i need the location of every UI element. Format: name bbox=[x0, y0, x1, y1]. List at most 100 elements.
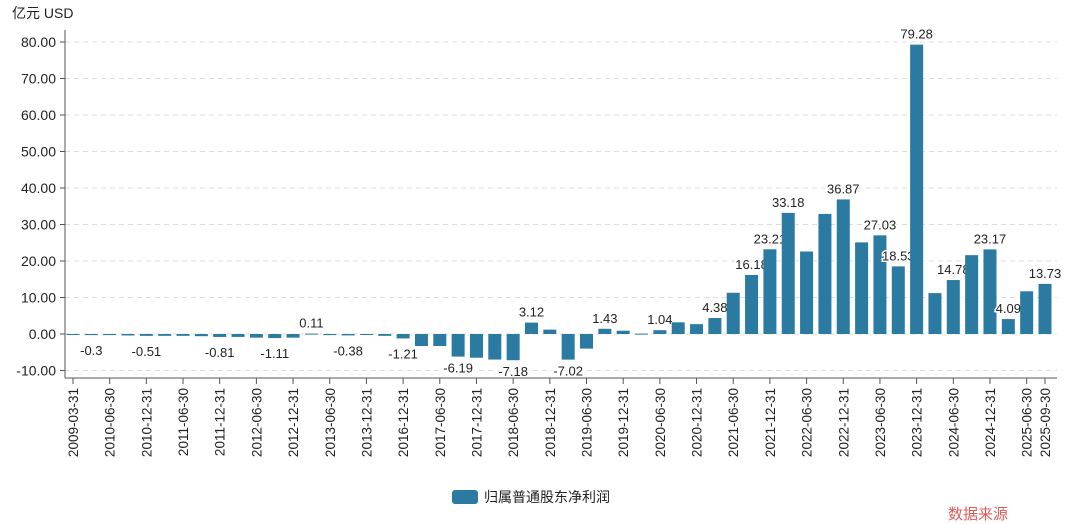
bar bbox=[524, 322, 538, 334]
data-label: -0.38 bbox=[333, 343, 363, 358]
y-tick-label: 0.00 bbox=[29, 326, 56, 342]
x-tick-label: 2009-03-31 bbox=[66, 388, 81, 457]
x-tick-label: 2010-12-31 bbox=[139, 388, 154, 457]
x-tick-label: 2019-06-30 bbox=[580, 388, 595, 457]
x-tick-label: 2011-06-30 bbox=[176, 388, 191, 456]
x-tick-label: 2020-12-31 bbox=[690, 388, 705, 457]
bar bbox=[671, 322, 685, 334]
bar bbox=[1038, 283, 1052, 334]
bar bbox=[763, 249, 777, 334]
x-tick-label: 2013-12-31 bbox=[359, 388, 374, 457]
y-tick-label: 50.00 bbox=[21, 144, 56, 160]
bar bbox=[414, 334, 428, 347]
legend-label: 归属普通股东净利润 bbox=[484, 489, 610, 505]
bar bbox=[965, 255, 979, 334]
bar bbox=[213, 334, 227, 337]
data-label: -0.51 bbox=[132, 344, 162, 359]
legend-swatch bbox=[452, 490, 478, 504]
bar bbox=[158, 334, 172, 336]
bar bbox=[121, 334, 135, 336]
y-tick-label: 30.00 bbox=[21, 217, 56, 233]
bar bbox=[176, 334, 190, 336]
data-label: 3.12 bbox=[519, 305, 544, 320]
bar bbox=[506, 334, 520, 361]
x-tick-label: 2012-12-31 bbox=[286, 388, 301, 457]
bar bbox=[139, 334, 153, 336]
bar bbox=[488, 334, 502, 360]
y-tick-label: 60.00 bbox=[21, 107, 56, 123]
x-tick-label: 2021-12-31 bbox=[763, 388, 778, 457]
x-tick-label: 2025-09-30 bbox=[1038, 388, 1053, 457]
x-tick-label: 2021-06-30 bbox=[726, 388, 741, 457]
bar bbox=[341, 334, 355, 336]
bar bbox=[745, 274, 759, 334]
bar bbox=[946, 280, 960, 334]
x-tick-label: 2020-06-30 bbox=[653, 388, 668, 457]
data-label: -6.19 bbox=[443, 361, 473, 376]
data-label: 36.87 bbox=[827, 181, 860, 196]
legend[interactable]: 归属普通股东净利润 bbox=[452, 487, 610, 507]
data-label: 1.04 bbox=[647, 312, 672, 327]
y-tick-label: 80.00 bbox=[21, 34, 56, 50]
data-label: -7.02 bbox=[553, 364, 583, 379]
x-tick-label: 2017-12-31 bbox=[469, 388, 484, 457]
bar bbox=[800, 251, 814, 334]
x-tick-label: 2025-06-30 bbox=[1020, 388, 1035, 457]
bar bbox=[268, 334, 282, 339]
bar bbox=[194, 334, 208, 337]
bar bbox=[359, 334, 373, 335]
bar bbox=[781, 212, 795, 334]
bar bbox=[910, 44, 924, 335]
data-label: 1.43 bbox=[592, 311, 617, 326]
bar bbox=[84, 334, 98, 336]
bar bbox=[469, 334, 483, 358]
data-label: 18.53 bbox=[882, 248, 915, 263]
bar bbox=[543, 329, 557, 334]
x-tick-label: 2018-06-30 bbox=[506, 388, 521, 457]
bar bbox=[690, 324, 704, 334]
bar bbox=[598, 328, 612, 334]
data-label: 14.78 bbox=[937, 262, 970, 277]
data-label: 0.11 bbox=[299, 316, 323, 331]
x-tick-label: 2012-06-30 bbox=[249, 388, 264, 457]
bar bbox=[580, 334, 594, 349]
bar bbox=[873, 235, 887, 334]
x-tick-label: 2017-06-30 bbox=[433, 388, 448, 457]
data-label: 23.21 bbox=[754, 231, 787, 246]
y-tick-label: 20.00 bbox=[21, 253, 56, 269]
bar bbox=[103, 334, 117, 336]
bar bbox=[66, 334, 80, 335]
bar bbox=[561, 334, 575, 360]
bar bbox=[708, 318, 722, 334]
bar bbox=[1001, 319, 1015, 334]
bar bbox=[378, 334, 392, 336]
bar bbox=[818, 213, 832, 334]
watermark: 数据来源 bbox=[948, 506, 1009, 523]
x-tick-label: 2022-12-31 bbox=[836, 388, 851, 457]
x-tick-label: 2022-06-30 bbox=[800, 388, 815, 457]
bar-chart: 80.00 70.00 60.00 50.00 40.00 30.00 20.00 10.00… bbox=[16, 25, 1062, 457]
bar bbox=[451, 334, 465, 357]
bar bbox=[433, 334, 447, 347]
x-tick-label: 2023-12-31 bbox=[910, 388, 925, 457]
x-tick-label: 2016-12-31 bbox=[396, 388, 411, 457]
data-label: 4.09 bbox=[996, 301, 1021, 316]
x-tick-label: 2011-12-31 bbox=[213, 388, 228, 456]
data-label: 4.38 bbox=[702, 300, 727, 315]
data-label: 79.28 bbox=[900, 27, 933, 42]
data-label: -1.11 bbox=[260, 346, 289, 361]
data-label: 23.17 bbox=[974, 231, 1007, 246]
data-label: 13.73 bbox=[1029, 266, 1062, 281]
x-tick-label: 2024-12-31 bbox=[983, 388, 998, 457]
bar bbox=[983, 249, 997, 334]
y-tick-label: 70.00 bbox=[21, 71, 56, 87]
bar bbox=[616, 330, 630, 334]
data-label: 27.03 bbox=[864, 217, 897, 232]
bar bbox=[653, 330, 667, 334]
bar bbox=[231, 334, 245, 337]
y-tick-label: 10.00 bbox=[21, 290, 56, 306]
data-label: -0.81 bbox=[205, 345, 235, 360]
bar bbox=[249, 334, 263, 338]
bar bbox=[286, 334, 300, 338]
bar bbox=[1020, 291, 1034, 334]
